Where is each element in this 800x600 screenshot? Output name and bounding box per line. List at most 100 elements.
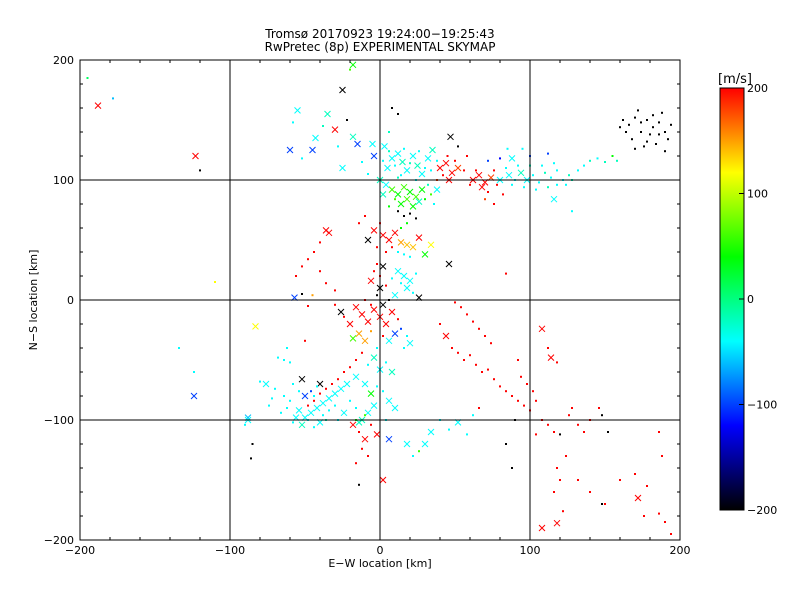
- data-point-dot: [535, 188, 537, 191]
- data-point-dot: [424, 167, 426, 169]
- data-point-dot: [376, 246, 378, 249]
- data-point-dot: [214, 281, 216, 283]
- data-point-cross: [478, 183, 486, 191]
- data-point-dot: [478, 327, 480, 330]
- data-point-cross: [403, 241, 411, 249]
- data-point-dot: [481, 371, 483, 373]
- axis-ticks: −200 −100 0 100 200 −200 −100 0 100 200: [44, 54, 691, 557]
- data-point-dot: [469, 354, 471, 357]
- data-point-cross: [391, 330, 399, 337]
- data-point-cross: [94, 102, 102, 109]
- data-point-cross: [394, 267, 402, 275]
- data-point-cross: [505, 171, 513, 179]
- data-point-dot: [409, 212, 411, 215]
- data-point-dot: [311, 294, 314, 297]
- data-point-cross: [369, 140, 376, 148]
- data-point-dot: [538, 181, 540, 184]
- x-tick-label: 200: [670, 544, 691, 557]
- data-point-cross: [388, 308, 396, 316]
- data-point-cross: [325, 395, 333, 402]
- data-point-dot: [370, 303, 372, 306]
- data-point-dot: [373, 270, 375, 273]
- data-point-dot: [583, 431, 585, 433]
- grid-lines: [80, 60, 680, 540]
- data-point-dot: [346, 119, 348, 121]
- data-point-dot: [565, 183, 567, 186]
- colorbar-tick-label: 100: [747, 188, 768, 201]
- data-point-dot: [319, 270, 321, 273]
- data-point-dot: [646, 485, 648, 487]
- data-point-dot: [643, 145, 645, 148]
- colorbar-tick-label: −200: [747, 504, 777, 517]
- data-point-cross: [550, 195, 558, 203]
- data-point-dot: [403, 147, 405, 150]
- data-point-dot: [496, 183, 498, 186]
- data-point-dot: [283, 359, 285, 361]
- data-point-cross: [379, 231, 387, 239]
- data-point-dot: [427, 183, 429, 186]
- data-point-dot: [521, 147, 524, 150]
- y-axis-label: N−S location [km]: [27, 250, 40, 351]
- data-point-cross: [349, 421, 357, 429]
- data-point-cross: [379, 476, 387, 484]
- data-point-cross: [388, 155, 396, 162]
- data-point-dot: [358, 431, 360, 433]
- data-point-dot: [400, 174, 402, 177]
- data-point-dot: [424, 198, 426, 201]
- data-point-cross: [294, 107, 301, 114]
- data-point-dot: [505, 167, 507, 169]
- data-point-dot: [418, 150, 420, 153]
- data-point-dot: [658, 431, 660, 433]
- data-point-dot: [589, 159, 591, 162]
- data-point-dot: [298, 390, 300, 393]
- data-point-cross: [349, 335, 357, 342]
- data-point-cross: [382, 320, 390, 328]
- data-point-dot: [403, 215, 405, 217]
- data-point-cross: [424, 155, 432, 162]
- data-point-dot: [355, 359, 357, 361]
- data-point-dot: [604, 503, 606, 505]
- data-point-cross: [190, 392, 198, 400]
- data-point-dot: [367, 455, 369, 457]
- data-point-dot: [646, 119, 648, 121]
- data-point-dot: [199, 169, 201, 172]
- data-point-dot: [388, 131, 390, 133]
- data-point-dot: [634, 116, 636, 119]
- data-point-cross: [382, 181, 390, 189]
- data-point-cross: [409, 203, 417, 210]
- data-point-dot: [382, 159, 384, 162]
- data-point-dot: [310, 390, 312, 393]
- data-point-cross: [367, 277, 375, 285]
- data-point-dot: [280, 411, 282, 414]
- data-point-dot: [556, 169, 558, 172]
- data-point-dot: [301, 265, 303, 268]
- data-point-dot: [457, 351, 459, 354]
- data-point-cross: [379, 191, 387, 198]
- data-point-dot: [505, 443, 507, 445]
- data-point-cross: [373, 431, 381, 438]
- data-point-dot: [328, 409, 330, 412]
- data-point-dot: [376, 294, 378, 297]
- data-point-dot: [472, 414, 474, 417]
- data-point-dot: [607, 431, 609, 433]
- data-point-dot: [286, 347, 288, 349]
- data-point-cross: [339, 86, 346, 94]
- data-point-dot: [611, 155, 614, 157]
- colorbar: [m/s] −200 −100 0 100 200: [718, 72, 777, 517]
- x-axis-label: E−W location [km]: [328, 557, 431, 570]
- data-point-dot: [349, 68, 351, 71]
- data-point-dot: [316, 385, 318, 388]
- data-point-cross: [309, 146, 316, 154]
- data-point-cross: [394, 150, 402, 157]
- data-point-cross: [442, 332, 450, 340]
- data-point-dot: [406, 335, 408, 337]
- data-point-dot: [454, 301, 456, 304]
- data-point-dot: [388, 205, 390, 208]
- data-point-dot: [583, 164, 585, 167]
- data-point-dot: [547, 423, 549, 426]
- data-point-cross: [325, 229, 333, 237]
- data-point-dot: [259, 380, 261, 383]
- data-point-dot: [271, 397, 273, 400]
- data-point-cross: [252, 323, 259, 330]
- data-point-dot: [661, 111, 663, 114]
